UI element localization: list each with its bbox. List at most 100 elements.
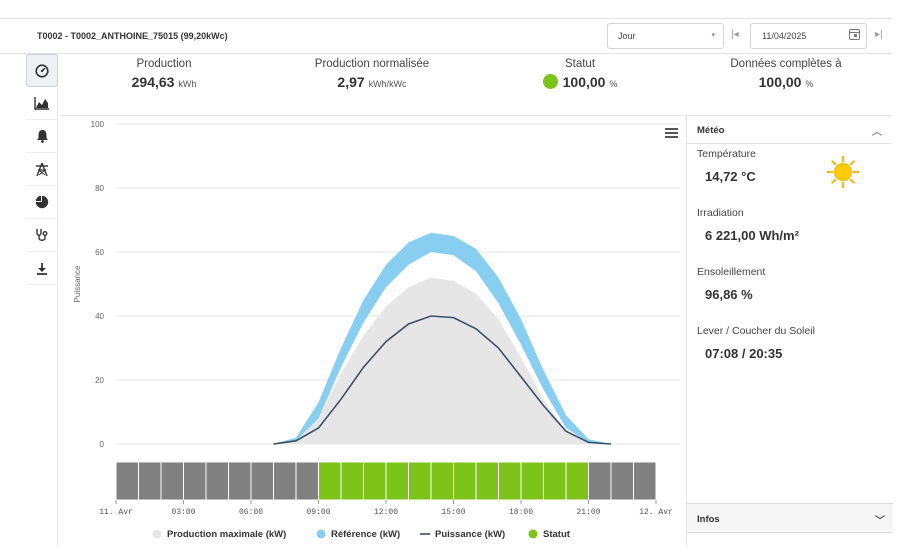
temperature-value: 14,72 °C xyxy=(705,169,756,184)
sidebar xyxy=(26,54,58,547)
status-slot xyxy=(138,461,162,501)
y-tick-label: 20 xyxy=(95,376,104,385)
x-tick-label: 11. Avr xyxy=(99,508,133,517)
x-tick-label: 03:00 xyxy=(171,508,195,517)
status-slot xyxy=(543,461,567,501)
gauge-icon xyxy=(35,63,49,78)
series-reference-band xyxy=(273,232,611,444)
stethoscope-icon xyxy=(36,229,48,241)
y-axis-label: Puissance xyxy=(73,265,82,302)
meteo-temperature: Température 14,72 °C xyxy=(697,148,756,184)
legend-marker xyxy=(528,529,538,539)
sidebar-item-distribution[interactable] xyxy=(26,186,58,219)
status-slot xyxy=(453,461,477,501)
sidebar-item-charts[interactable] xyxy=(26,87,58,120)
legend-item-label: Référence (kW) xyxy=(331,529,400,540)
status-slot xyxy=(340,461,364,501)
date-value: 11/04/2025 xyxy=(762,31,807,41)
status-slot xyxy=(228,461,252,501)
legend-marker xyxy=(152,529,162,539)
kpi-complete-label: Données complètes à xyxy=(730,58,842,70)
temperature-label: Température xyxy=(697,148,756,160)
x-tick-label: 09:00 xyxy=(306,508,330,517)
status-slot xyxy=(273,461,297,501)
status-slot xyxy=(408,461,432,501)
status-ok-dot xyxy=(542,74,558,89)
sidebar-item-dashboard[interactable] xyxy=(26,54,58,87)
chevron-up-icon[interactable]: ︿ xyxy=(872,127,882,138)
chart-menu-button[interactable] xyxy=(665,128,678,138)
bell-icon xyxy=(36,130,48,143)
irradiation-value: 6 221,00 Wh/m² xyxy=(705,228,799,243)
status-slot xyxy=(250,461,274,501)
sunshine-value: 96,86 % xyxy=(705,287,753,302)
previous-day-button[interactable]: |◂ xyxy=(731,29,739,40)
toolbar: T0002 - T0002_ANTHOINE_75015 (99,20kWc) … xyxy=(0,18,892,54)
y-tick-label: 60 xyxy=(95,248,104,257)
status-slot xyxy=(498,461,522,501)
sidebar-item-export[interactable] xyxy=(26,252,58,285)
irradiation-label: Irradiation xyxy=(697,207,744,219)
x-tick-label: 12:00 xyxy=(374,508,398,517)
status-slot xyxy=(475,461,499,501)
status-slot xyxy=(205,461,229,501)
meteo-irradiation: Irradiation 6 221,00 Wh/m² xyxy=(697,207,799,243)
status-slot xyxy=(588,461,612,501)
next-day-button[interactable]: ▸| xyxy=(875,29,883,40)
status-slot xyxy=(363,461,387,501)
kpi-normalized-label: Production normalisée xyxy=(314,58,430,70)
kpi-status-value: 100,00 xyxy=(562,74,606,90)
y-tick-label: 0 xyxy=(100,440,105,449)
x-tick-label: 06:00 xyxy=(239,508,263,517)
kpi-production-unit: kWh xyxy=(178,79,197,89)
site-title: T0002 - T0002_ANTHOINE_75015 (99,20kWc) xyxy=(37,31,228,41)
power-chart-svg: 0 20 40 60 80 100 Puissance 11. Avr 03:00 06:00 09… xyxy=(73,120,680,540)
download-icon xyxy=(37,262,47,275)
meteo-sunrise: Lever / Coucher du Soleil 07:08 / 20:35 xyxy=(697,325,815,361)
infos-section-header[interactable]: Infos ﹀ xyxy=(687,503,893,533)
kpi-production-value: 294,63 xyxy=(131,74,175,90)
infos-title: Infos xyxy=(697,514,720,525)
sidebar-item-grid[interactable] xyxy=(26,153,58,186)
status-slot xyxy=(385,461,409,501)
kpi-production: Production 294,63 kWh xyxy=(74,58,254,90)
status-slot xyxy=(520,461,544,501)
kpi-complete-value: 100,00 xyxy=(758,74,802,90)
sunshine-label: Ensoleillement xyxy=(697,266,766,278)
status-slot xyxy=(160,461,184,501)
chevron-down-icon: ▾ xyxy=(711,32,715,39)
kpi-normalized: Production normalisée 2,97 kWh/kWc xyxy=(282,58,462,90)
status-slot xyxy=(183,461,207,501)
kpi-status-unit: % xyxy=(609,79,618,89)
x-tick-label: 12. Avr xyxy=(639,508,673,517)
y-tick-label: 80 xyxy=(95,184,104,193)
sunrise-label: Lever / Coucher du Soleil xyxy=(697,325,815,337)
period-select[interactable]: Jour ▾ xyxy=(607,23,724,49)
status-slot xyxy=(295,461,319,501)
chevron-down-icon[interactable]: ﹀ xyxy=(875,516,885,527)
date-input[interactable]: 11/04/2025 xyxy=(750,23,867,49)
power-chart: 0 20 40 60 80 100 Puissance 11. Avr 03:00 06:00 09… xyxy=(60,116,684,547)
y-tick-label: 100 xyxy=(91,120,105,129)
period-select-value: Jour xyxy=(618,31,636,41)
meteo-header[interactable]: Météo ︿ xyxy=(687,116,892,144)
sidebar-item-diagnostics[interactable] xyxy=(26,219,58,252)
status-slot xyxy=(565,461,589,501)
meteo-panel: Météo ︿ Température 14,72 °C Irradiation… xyxy=(686,116,893,547)
kpi-status: Statut 100,00 % xyxy=(490,58,670,90)
status-slot xyxy=(318,461,342,501)
x-tick-label: 18:00 xyxy=(509,508,533,517)
series-puissance-line xyxy=(273,315,612,445)
kpi-complete-unit: % xyxy=(805,79,814,89)
meteo-sunshine: Ensoleillement 96,86 % xyxy=(697,266,765,302)
kpi-normalized-unit: kWh/kWc xyxy=(368,79,407,89)
pie-chart-icon xyxy=(35,195,49,209)
legend-marker xyxy=(316,529,326,539)
sidebar-item-alerts[interactable] xyxy=(26,120,58,153)
status-slot xyxy=(610,461,634,501)
y-tick-label: 40 xyxy=(95,312,104,321)
x-tick-label: 15:00 xyxy=(441,508,465,517)
calendar-icon[interactable] xyxy=(849,29,860,40)
kpi-summary: Production 294,63 kWh Production normali… xyxy=(60,54,892,116)
kpi-normalized-value: 2,97 xyxy=(337,74,365,90)
